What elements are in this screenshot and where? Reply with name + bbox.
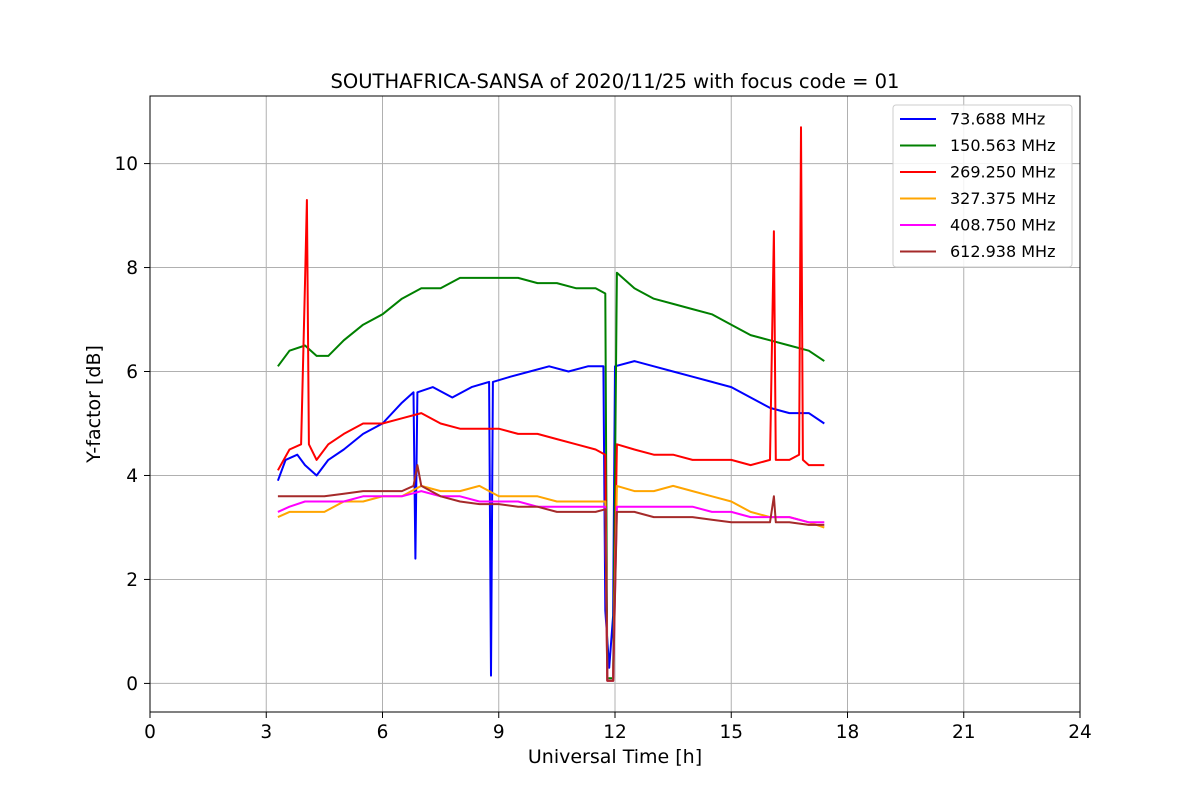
legend: 73.688 MHz 150.563 MHz 269.250 MHz 327.375 …: [892, 104, 1073, 268]
x-axis-ticks: 0 3 6 9 12 15 18 21 24: [144, 712, 1092, 743]
x-axis-label: Universal Time [h]: [528, 746, 702, 768]
series-group: [276, 126, 825, 682]
y-tick-label-0: 0: [126, 674, 138, 695]
x-tick-label-2: 6: [377, 722, 389, 743]
x-tick-label-8: 24: [1068, 722, 1092, 743]
x-tick-label-4: 12: [603, 722, 627, 743]
x-tick-label-3: 9: [493, 722, 505, 743]
legend-label-5: 612.938 MHz: [950, 242, 1055, 261]
x-tick-label-5: 15: [719, 722, 743, 743]
x-tick-label-7: 21: [952, 722, 976, 743]
series-line-5: [277, 464, 825, 682]
y-tick-label-1: 2: [126, 570, 138, 591]
y-tick-label-4: 8: [126, 258, 138, 279]
legend-label-0: 73.688 MHz: [950, 110, 1045, 129]
y-axis-label: Y-factor [dB]: [83, 345, 105, 464]
x-tick-label-1: 3: [260, 722, 272, 743]
legend-label-4: 408.750 MHz: [950, 216, 1055, 235]
chart-title: SOUTHAFRICA-SANSA of 2020/11/25 with foc…: [331, 70, 900, 93]
x-tick-label-6: 18: [836, 722, 860, 743]
series-line-3: [277, 484, 825, 682]
y-tick-label-2: 4: [126, 466, 138, 487]
series-line-4: [277, 490, 825, 682]
y-tick-label-3: 6: [126, 362, 138, 383]
legend-label-2: 269.250 MHz: [950, 163, 1055, 182]
legend-label-3: 327.375 MHz: [950, 189, 1055, 208]
y-tick-label-5: 10: [114, 154, 138, 175]
series-line-0: [276, 360, 825, 677]
series-line-1: [277, 271, 825, 680]
x-tick-label-0: 0: [144, 722, 156, 743]
series-line-2: [277, 126, 825, 682]
y-axis-ticks: 0 2 4 6 8 10: [114, 154, 150, 695]
legend-label-1: 150.563 MHz: [950, 136, 1055, 155]
legend-box: [892, 104, 1073, 268]
